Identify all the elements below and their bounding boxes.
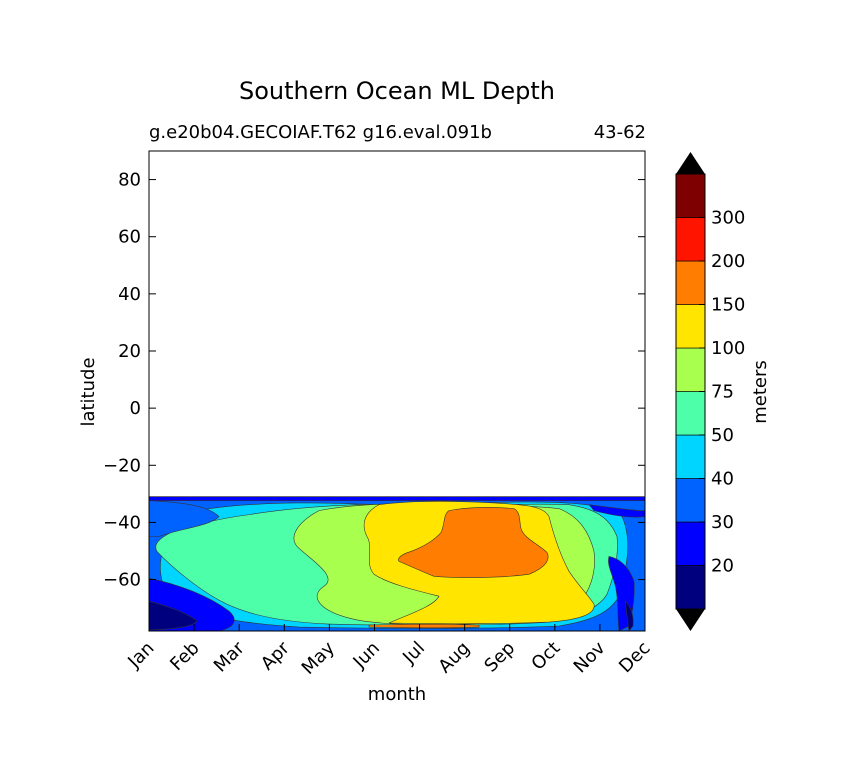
y-tick-label: −20 <box>103 455 141 476</box>
x-axis-label: month <box>368 684 426 705</box>
x-tick-label: Oct <box>527 638 564 675</box>
y-tick-label: 40 <box>118 284 141 305</box>
chart-subtitle-right: 43-62 <box>594 122 646 143</box>
colorbar-tick-label: 50 <box>711 425 734 446</box>
y-tick-label: 20 <box>118 341 141 362</box>
colorbar-segment <box>675 173 706 218</box>
colorbar-segment <box>675 478 706 523</box>
colorbar-tick-label: 150 <box>711 295 745 316</box>
x-tick-label: Sep <box>480 638 519 677</box>
plot-area <box>148 150 646 632</box>
colorbar-tick-label: 75 <box>711 382 734 403</box>
colorbar-segment <box>675 434 706 479</box>
y-axis-ticks: 80 60 40 20 0 −20 −40 −60 <box>103 170 645 591</box>
colorbar-tick-label: 300 <box>711 208 745 229</box>
x-tick-label: Feb <box>166 638 203 675</box>
x-tick-label: Jan <box>123 638 158 673</box>
colorbar-extend-bottom <box>676 609 705 631</box>
colorbar: 20 30 40 50 75 100 150 200 300 <box>675 152 745 631</box>
y-tick-label: 80 <box>118 170 141 191</box>
y-tick-label: 60 <box>118 227 141 248</box>
colorbar-tick-label: 20 <box>711 556 734 577</box>
x-tick-label: May <box>298 637 339 678</box>
colorbar-tick-label: 30 <box>711 512 734 533</box>
colorbar-segment <box>675 391 706 436</box>
x-axis-ticks: Jan Feb Mar Apr May Jun Jul Aug Sep Oct Nov Dec <box>123 624 655 679</box>
colorbar-segment <box>675 304 706 349</box>
colorbar-label: meters <box>750 360 771 424</box>
x-tick-label: Mar <box>210 637 249 676</box>
x-tick-label: Dec <box>615 638 654 677</box>
colorbar-segment <box>675 217 706 262</box>
x-tick-label: Jun <box>349 638 384 673</box>
y-tick-label: −40 <box>103 512 141 533</box>
chart-title: Southern Ocean ML Depth <box>239 77 555 105</box>
colorbar-segment <box>675 521 706 566</box>
y-tick-label: −60 <box>103 570 141 591</box>
colorbar-segment <box>675 347 706 392</box>
contour-band <box>399 507 549 577</box>
contour-band <box>625 601 633 631</box>
x-tick-label: Apr <box>257 637 294 674</box>
y-tick-label: 0 <box>130 398 141 419</box>
contour-band <box>149 601 197 630</box>
x-tick-label: Nov <box>570 637 610 677</box>
x-tick-label: Jul <box>398 638 429 669</box>
contour-band <box>149 501 219 537</box>
colorbar-segment <box>675 565 706 610</box>
colorbar-tick-label: 40 <box>711 469 734 490</box>
chart-subtitle-left: g.e20b04.GECOIAF.T62 g16.eval.091b <box>149 122 492 143</box>
contour-field <box>149 497 645 631</box>
y-axis-label: latitude <box>78 357 99 426</box>
x-tick-label: Aug <box>434 638 474 678</box>
contour-band <box>369 624 479 627</box>
plot-frame <box>148 150 646 632</box>
colorbar-tick-label: 100 <box>711 338 745 359</box>
colorbar-extend-top <box>676 152 705 174</box>
colorbar-tick-label: 200 <box>711 251 745 272</box>
contour-band <box>149 497 645 501</box>
colorbar-segment <box>675 260 706 305</box>
